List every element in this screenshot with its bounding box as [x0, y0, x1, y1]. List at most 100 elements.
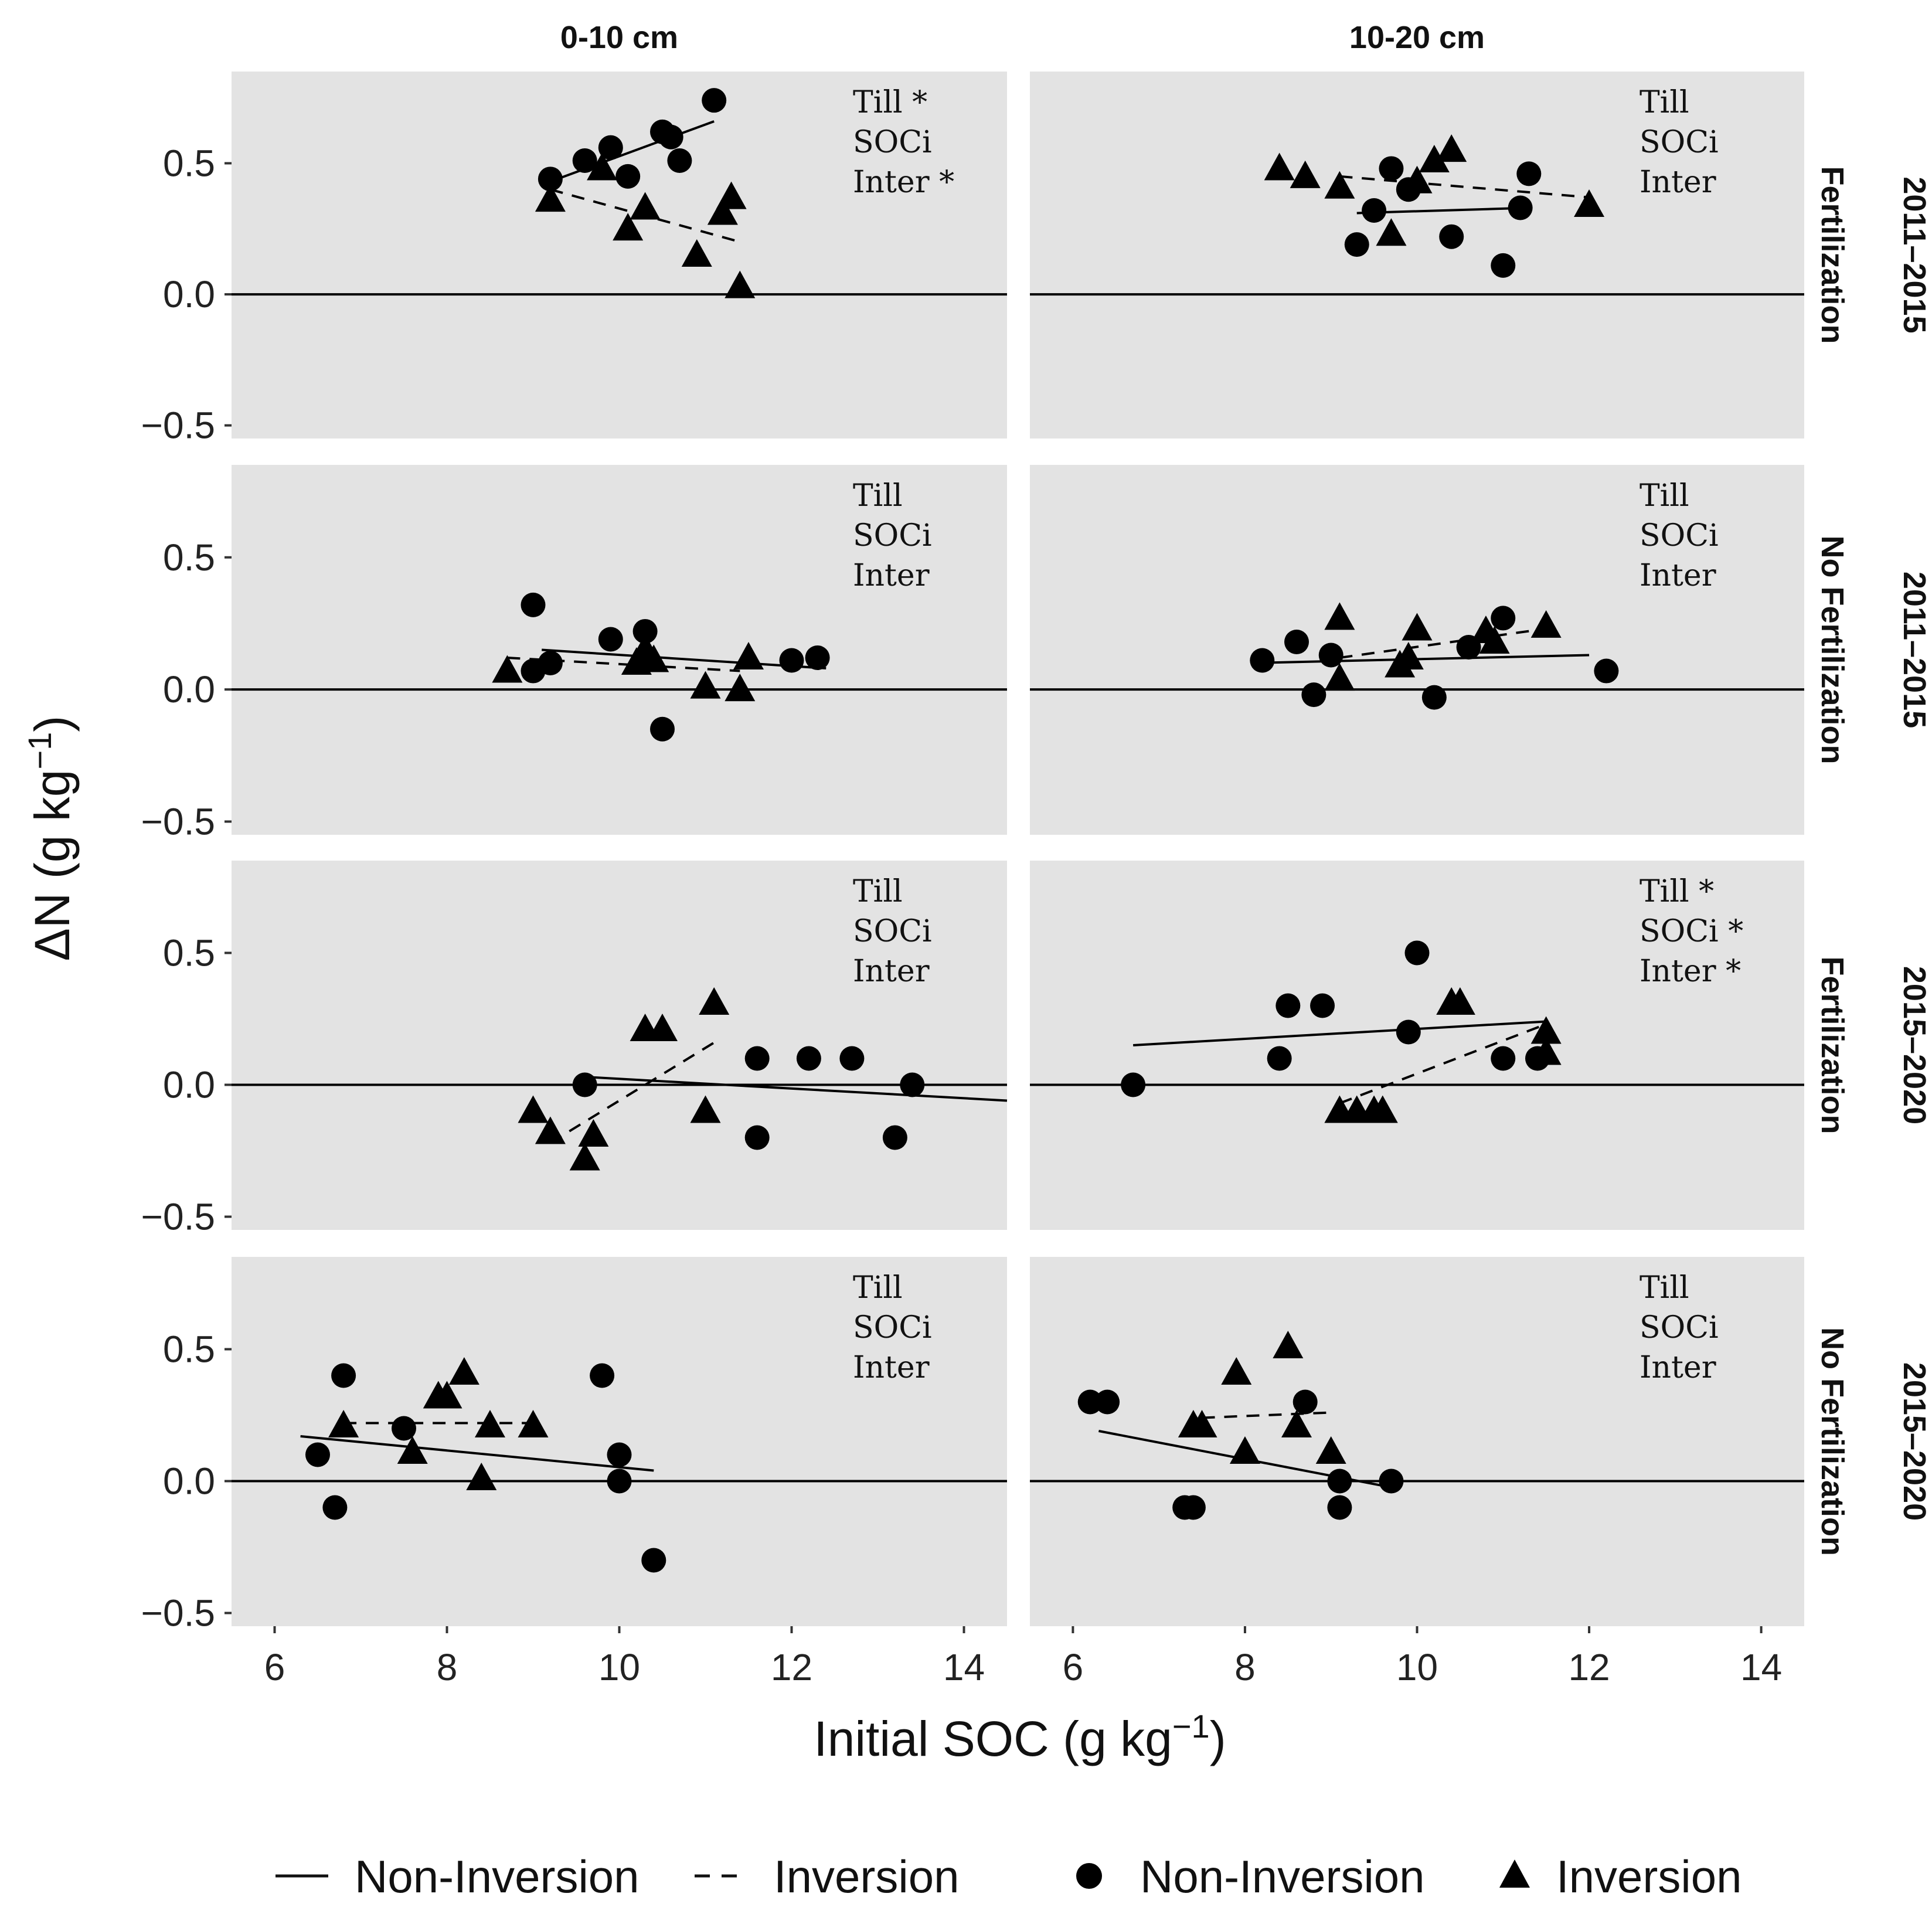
- panels-layer: Till * SOCi Inter * Till SOCi Inter Till SOCi In…: [232, 72, 1804, 1626]
- panel-r2-c0: Till SOCi Inter: [232, 861, 1008, 1230]
- x-axis-title-sup: −1: [1172, 1708, 1210, 1745]
- non-inversion-point: [607, 1469, 632, 1494]
- significance-annotation: Inter: [1640, 558, 1716, 593]
- x-tick-label: 12: [1568, 1646, 1610, 1688]
- non-inversion-point: [1095, 1389, 1120, 1415]
- inversion-point: [1393, 642, 1424, 670]
- non-inversion-fit-line: [550, 120, 715, 183]
- inversion-point: [587, 152, 618, 181]
- panel-r3-c0: Till SOCi Inter: [232, 1257, 1007, 1626]
- inversion-point: [681, 239, 712, 267]
- panel-background: [1030, 465, 1804, 835]
- inversion-point: [448, 1357, 479, 1385]
- inversion-fit-line: [1339, 1023, 1547, 1104]
- inversion-point: [578, 1119, 609, 1147]
- x-axis-title-main: Initial SOC (g kg: [814, 1711, 1172, 1766]
- non-inversion-point: [1327, 1469, 1352, 1494]
- significance-annotation: Till: [1640, 85, 1689, 120]
- inversion-point: [1221, 1357, 1252, 1385]
- panel-background: [232, 465, 1007, 835]
- non-inversion-point: [615, 164, 641, 189]
- significance-annotation: SOCi: [1640, 125, 1719, 160]
- x-tick-label: 14: [1740, 1646, 1782, 1688]
- legend-label-triangle: Inversion: [1556, 1851, 1742, 1902]
- inversion-point: [1281, 1410, 1312, 1437]
- non-inversion-point: [1491, 606, 1516, 631]
- x-tick-label: 14: [943, 1646, 985, 1688]
- panel-background: [1030, 72, 1804, 438]
- significance-annotation: Till *: [853, 85, 927, 120]
- non-inversion-point: [702, 88, 727, 113]
- non-inversion-point: [1301, 682, 1326, 708]
- y-tick-label: −0.5: [141, 1196, 215, 1238]
- non-inversion-point: [598, 135, 623, 160]
- non-inversion-point: [1594, 658, 1619, 684]
- non-inversion-point: [305, 1442, 330, 1467]
- inversion-point: [1444, 987, 1475, 1015]
- column-strip-label: 10-20 cm: [1349, 20, 1485, 55]
- row-strip-period-label: 2011–2015: [1897, 572, 1932, 728]
- inversion-point: [647, 1014, 678, 1041]
- non-inversion-point: [1284, 629, 1309, 654]
- non-inversion-point: [1181, 1495, 1206, 1520]
- non-inversion-point: [572, 148, 597, 174]
- y-tick-label: 0.5: [163, 536, 215, 579]
- legend-label-circle: Non-Inversion: [1140, 1851, 1425, 1902]
- inversion-point: [699, 987, 730, 1015]
- significance-annotation: Inter: [1640, 165, 1716, 200]
- inversion-point: [1273, 1331, 1304, 1358]
- inversion-point: [535, 1116, 566, 1144]
- x-tick-label: 10: [1396, 1646, 1438, 1688]
- non-inversion-point: [744, 1046, 770, 1071]
- strip-labels: 0-10 cm 10-20 cm 2011–2015 Fertilization 201…: [560, 20, 1932, 1556]
- x-tick-label: 8: [1234, 1646, 1256, 1688]
- row-strip-period-label: 2015–2020: [1897, 1362, 1932, 1521]
- y-tick-label: 0.0: [163, 273, 215, 315]
- x-tick-label: 12: [771, 1646, 812, 1688]
- inversion-point: [1324, 602, 1355, 630]
- y-axis-title-end: ): [25, 716, 80, 732]
- non-inversion-point: [744, 1125, 770, 1150]
- significance-annotation: Till: [853, 874, 903, 909]
- inversion-point: [1324, 171, 1355, 199]
- non-inversion-point: [839, 1046, 865, 1071]
- inversion-point: [690, 1095, 721, 1123]
- significance-annotation: SOCi: [853, 518, 932, 553]
- y-tick-label: −0.5: [141, 1592, 215, 1634]
- panel-background: [232, 72, 1007, 438]
- non-inversion-fit-line: [1133, 1020, 1546, 1046]
- row-strip-treatment-label: Fertilization: [1815, 956, 1850, 1134]
- y-tick-label: 0.0: [163, 1064, 215, 1106]
- inversion-fit-line: [549, 1041, 715, 1144]
- non-inversion-point: [590, 1363, 615, 1388]
- y-axis-title: ΔN (g kg−1): [21, 716, 80, 961]
- inversion-point: [518, 1095, 549, 1123]
- inversion-point: [1229, 1436, 1260, 1464]
- inversion-point: [431, 1381, 462, 1409]
- inversion-point: [1530, 1016, 1562, 1044]
- row-strip-period-label: 2015–2020: [1897, 966, 1932, 1124]
- panel-r0-c0: Till * SOCi Inter *: [232, 72, 1007, 438]
- panel-r1-c1: Till SOCi Inter: [1030, 465, 1804, 835]
- non-inversion-point: [882, 1125, 907, 1150]
- non-inversion-fit-line: [584, 1076, 1008, 1102]
- significance-annotation: SOCi: [1640, 518, 1719, 553]
- non-inversion-point: [1491, 1046, 1516, 1071]
- x-tick-label: 6: [1063, 1646, 1084, 1688]
- y-tick-label: −0.5: [141, 800, 215, 842]
- inversion-fit-line: [1339, 627, 1546, 660]
- panel-r1-c0: Till SOCi Inter: [232, 465, 1007, 835]
- significance-annotation: Till: [853, 1270, 903, 1306]
- non-inversion-point: [1310, 993, 1335, 1018]
- inversion-point: [1324, 663, 1355, 691]
- non-inversion-point: [1121, 1072, 1146, 1097]
- non-inversion-point: [1318, 643, 1343, 668]
- legend: Non-Inversion Inversion Non-Inversion In…: [275, 1851, 1742, 1902]
- inversion-point: [1530, 1037, 1562, 1065]
- inversion-point: [1419, 145, 1450, 173]
- non-inversion-point: [607, 1442, 632, 1467]
- significance-annotation: SOCi: [853, 914, 932, 949]
- y-tick-label: −0.5: [141, 404, 215, 447]
- significance-annotation: Till: [1640, 478, 1689, 514]
